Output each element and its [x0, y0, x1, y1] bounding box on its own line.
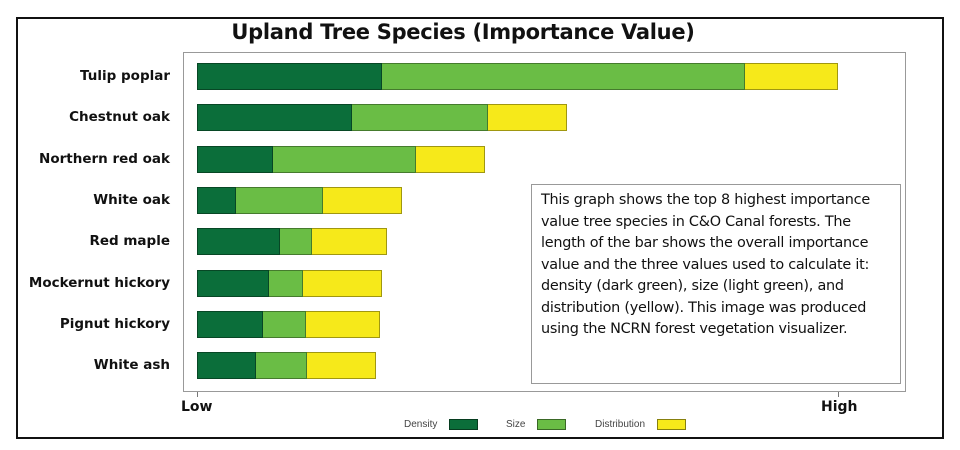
stacked-bar: [197, 145, 486, 173]
legend-label-density: Density: [404, 419, 438, 430]
bar-segment-size: [279, 228, 313, 256]
bar-segment-distribution: [323, 186, 403, 214]
bar-segment-density: [197, 63, 383, 90]
legend-swatch-distribution: [657, 419, 687, 430]
bar-segment-density: [197, 228, 280, 256]
bar-segment-size: [382, 63, 746, 90]
bar-segment-density: [197, 145, 274, 173]
category-label: Tulip poplar: [80, 68, 170, 84]
legend-density: Density: [404, 419, 479, 430]
bar-segment-distribution: [307, 352, 377, 380]
category-label: Northern red oak: [39, 150, 170, 167]
legend-label-distribution: Distribution: [595, 419, 646, 430]
bar-segment-distribution: [305, 310, 380, 338]
stacked-bar: [197, 63, 838, 90]
axis-tick-low: [197, 392, 198, 397]
legend-swatch-size: [537, 419, 567, 430]
bar-segment-density: [197, 310, 264, 338]
chart-title-text: Upland Tree Species (Importance Value): [231, 20, 695, 44]
axis-label-high: High: [821, 399, 858, 415]
bar-segment-density: [197, 269, 269, 297]
bar-segment-size: [255, 352, 308, 380]
bar-segment-density: [197, 352, 256, 380]
bar-segment-size: [273, 145, 417, 173]
stacked-bar: [197, 104, 567, 132]
bar-segment-size: [268, 269, 303, 297]
legend-distribution: Distribution: [595, 419, 687, 430]
legend-swatch-density: [449, 419, 479, 430]
stacked-bar: [197, 352, 377, 380]
legend-size: Size: [506, 419, 567, 430]
chart-frame: [16, 17, 944, 439]
bar-segment-density: [197, 104, 353, 132]
bar-segment-distribution: [302, 269, 382, 297]
bar-segment-density: [197, 186, 237, 214]
category-label: Red maple: [89, 233, 170, 250]
plot-area: [183, 52, 906, 392]
axis-tick-high: [838, 392, 839, 397]
category-label: Mockernut hickory: [28, 274, 170, 291]
chart-title: Upland Tree Species (Importance Value): [16, 20, 944, 44]
category-label: White oak: [93, 191, 170, 208]
category-label: White ash: [93, 357, 170, 374]
bar-segment-size: [236, 186, 324, 214]
legend-label-size: Size: [506, 419, 526, 430]
stacked-bar: [197, 310, 380, 338]
axis-label-low: Low: [181, 399, 213, 415]
stacked-bar: [197, 269, 382, 297]
bar-segment-distribution: [416, 145, 486, 173]
bar-segment-size: [352, 104, 488, 132]
stacked-bar: [197, 186, 403, 214]
stacked-bar: [197, 228, 387, 256]
category-label: Pignut hickory: [59, 315, 170, 332]
bar-segment-size: [263, 310, 306, 338]
category-label: Chestnut oak: [69, 109, 170, 126]
bar-segment-distribution: [745, 63, 838, 90]
bar-segment-distribution: [312, 228, 387, 256]
annotation-box: This graph shows the top 8 highest impor…: [531, 184, 901, 384]
bar-segment-distribution: [488, 104, 567, 132]
